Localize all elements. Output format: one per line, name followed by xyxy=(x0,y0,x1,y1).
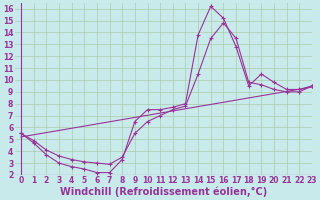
X-axis label: Windchill (Refroidissement éolien,°C): Windchill (Refroidissement éolien,°C) xyxy=(60,187,267,197)
